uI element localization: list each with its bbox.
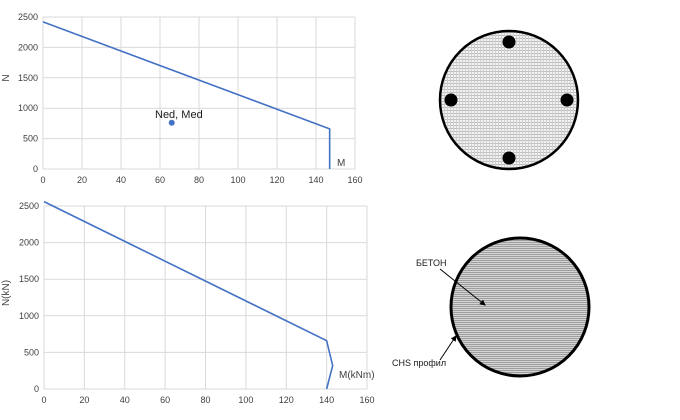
chart-bottom-ytick-0: 0 [34, 384, 39, 394]
section-bottom-diagram: БЕТОН CHS профил [392, 236, 591, 378]
chart-top-xtick-40: 40 [116, 175, 126, 185]
chart-bottom-ticks-group: 0 20 40 60 80 100 120 140 160 0 500 1000 1500 2000 250… [19, 201, 375, 405]
chart-bottom: 0 20 40 60 80 100 120 140 160 0 500 1000 1500 2000 250… [1, 200, 375, 405]
rebar-left [444, 93, 458, 107]
chart-top-xtick-60: 60 [155, 175, 165, 185]
chart-top-ticks-group: 0 20 40 60 80 100 120 140 160 0 500 1000 1500 2000 250… [18, 12, 363, 185]
chart-bottom-xtick-60: 60 [160, 395, 170, 405]
chart-top-series-line-0 [42, 21, 331, 169]
chart-top-ytick-2000: 2000 [18, 42, 38, 52]
chart-top-ytick-1500: 1500 [18, 73, 38, 83]
section-bottom-outline [449, 236, 591, 378]
chart-bottom-ylabel: N(kN) [1, 280, 12, 306]
chart-top-xtick-160: 160 [347, 175, 362, 185]
chart-bottom-ytick-1500: 1500 [19, 274, 39, 284]
rebar-top [502, 35, 516, 49]
chart-top-xtick-140: 140 [308, 175, 323, 185]
chart-top-grid-group [42, 16, 356, 170]
chart-bottom-grid-group [43, 205, 368, 390]
concrete-leader-arrow [439, 268, 486, 306]
chart-bottom-xlabel: M(kNm) [339, 370, 375, 381]
chart-top-xtick-100: 100 [230, 175, 245, 185]
rebar-bottom [502, 151, 516, 165]
chart-top-ytick-2500: 2500 [18, 12, 38, 22]
section-top-diagram [438, 29, 580, 171]
chart-bottom-xtick-160: 160 [359, 395, 374, 405]
chart-top-point-0 [168, 119, 175, 126]
chart-bottom-xtick-20: 20 [79, 395, 89, 405]
chart-top-ytick-1000: 1000 [18, 103, 38, 113]
chart-bottom-xtick-40: 40 [120, 395, 130, 405]
chart-top-ytick-500: 500 [23, 134, 38, 144]
chart-top-series-group [42, 21, 331, 169]
chart-bottom-ytick-2500: 2500 [19, 201, 39, 211]
chart-top-ylabel: N [1, 74, 12, 81]
chart-bottom-ytick-2000: 2000 [19, 238, 39, 248]
chart-top-xtick-20: 20 [77, 175, 87, 185]
chart-bottom-xtick-140: 140 [319, 395, 334, 405]
chart-top-xtick-0: 0 [40, 175, 45, 185]
chart-top-xlabel: M [337, 158, 345, 169]
chart-top-xtick-120: 120 [269, 175, 284, 185]
chart-top: 0 20 40 60 80 100 120 140 160 0 500 1000 1500 2000 250… [1, 12, 363, 185]
profile-label: CHS профил [392, 358, 446, 368]
profile-leader-arrow [439, 335, 457, 361]
chart-bottom-xtick-80: 80 [200, 395, 210, 405]
chart-bottom-ytick-1000: 1000 [19, 311, 39, 321]
chart-bottom-series-group [43, 200, 334, 390]
chart-bottom-xtick-0: 0 [41, 395, 46, 405]
chart-bottom-series-line-0 [43, 200, 334, 390]
chart-top-point-label: Ned, Med [155, 109, 203, 121]
concrete-label: БЕТОН [416, 258, 447, 268]
rebar-right [560, 93, 574, 107]
section-top-outline [438, 29, 580, 171]
chart-bottom-xtick-120: 120 [279, 395, 294, 405]
chart-bottom-ytick-500: 500 [24, 347, 39, 357]
chart-top-ytick-0: 0 [33, 164, 38, 174]
chart-top-xtick-80: 80 [194, 175, 204, 185]
chart-bottom-xtick-100: 100 [238, 395, 253, 405]
